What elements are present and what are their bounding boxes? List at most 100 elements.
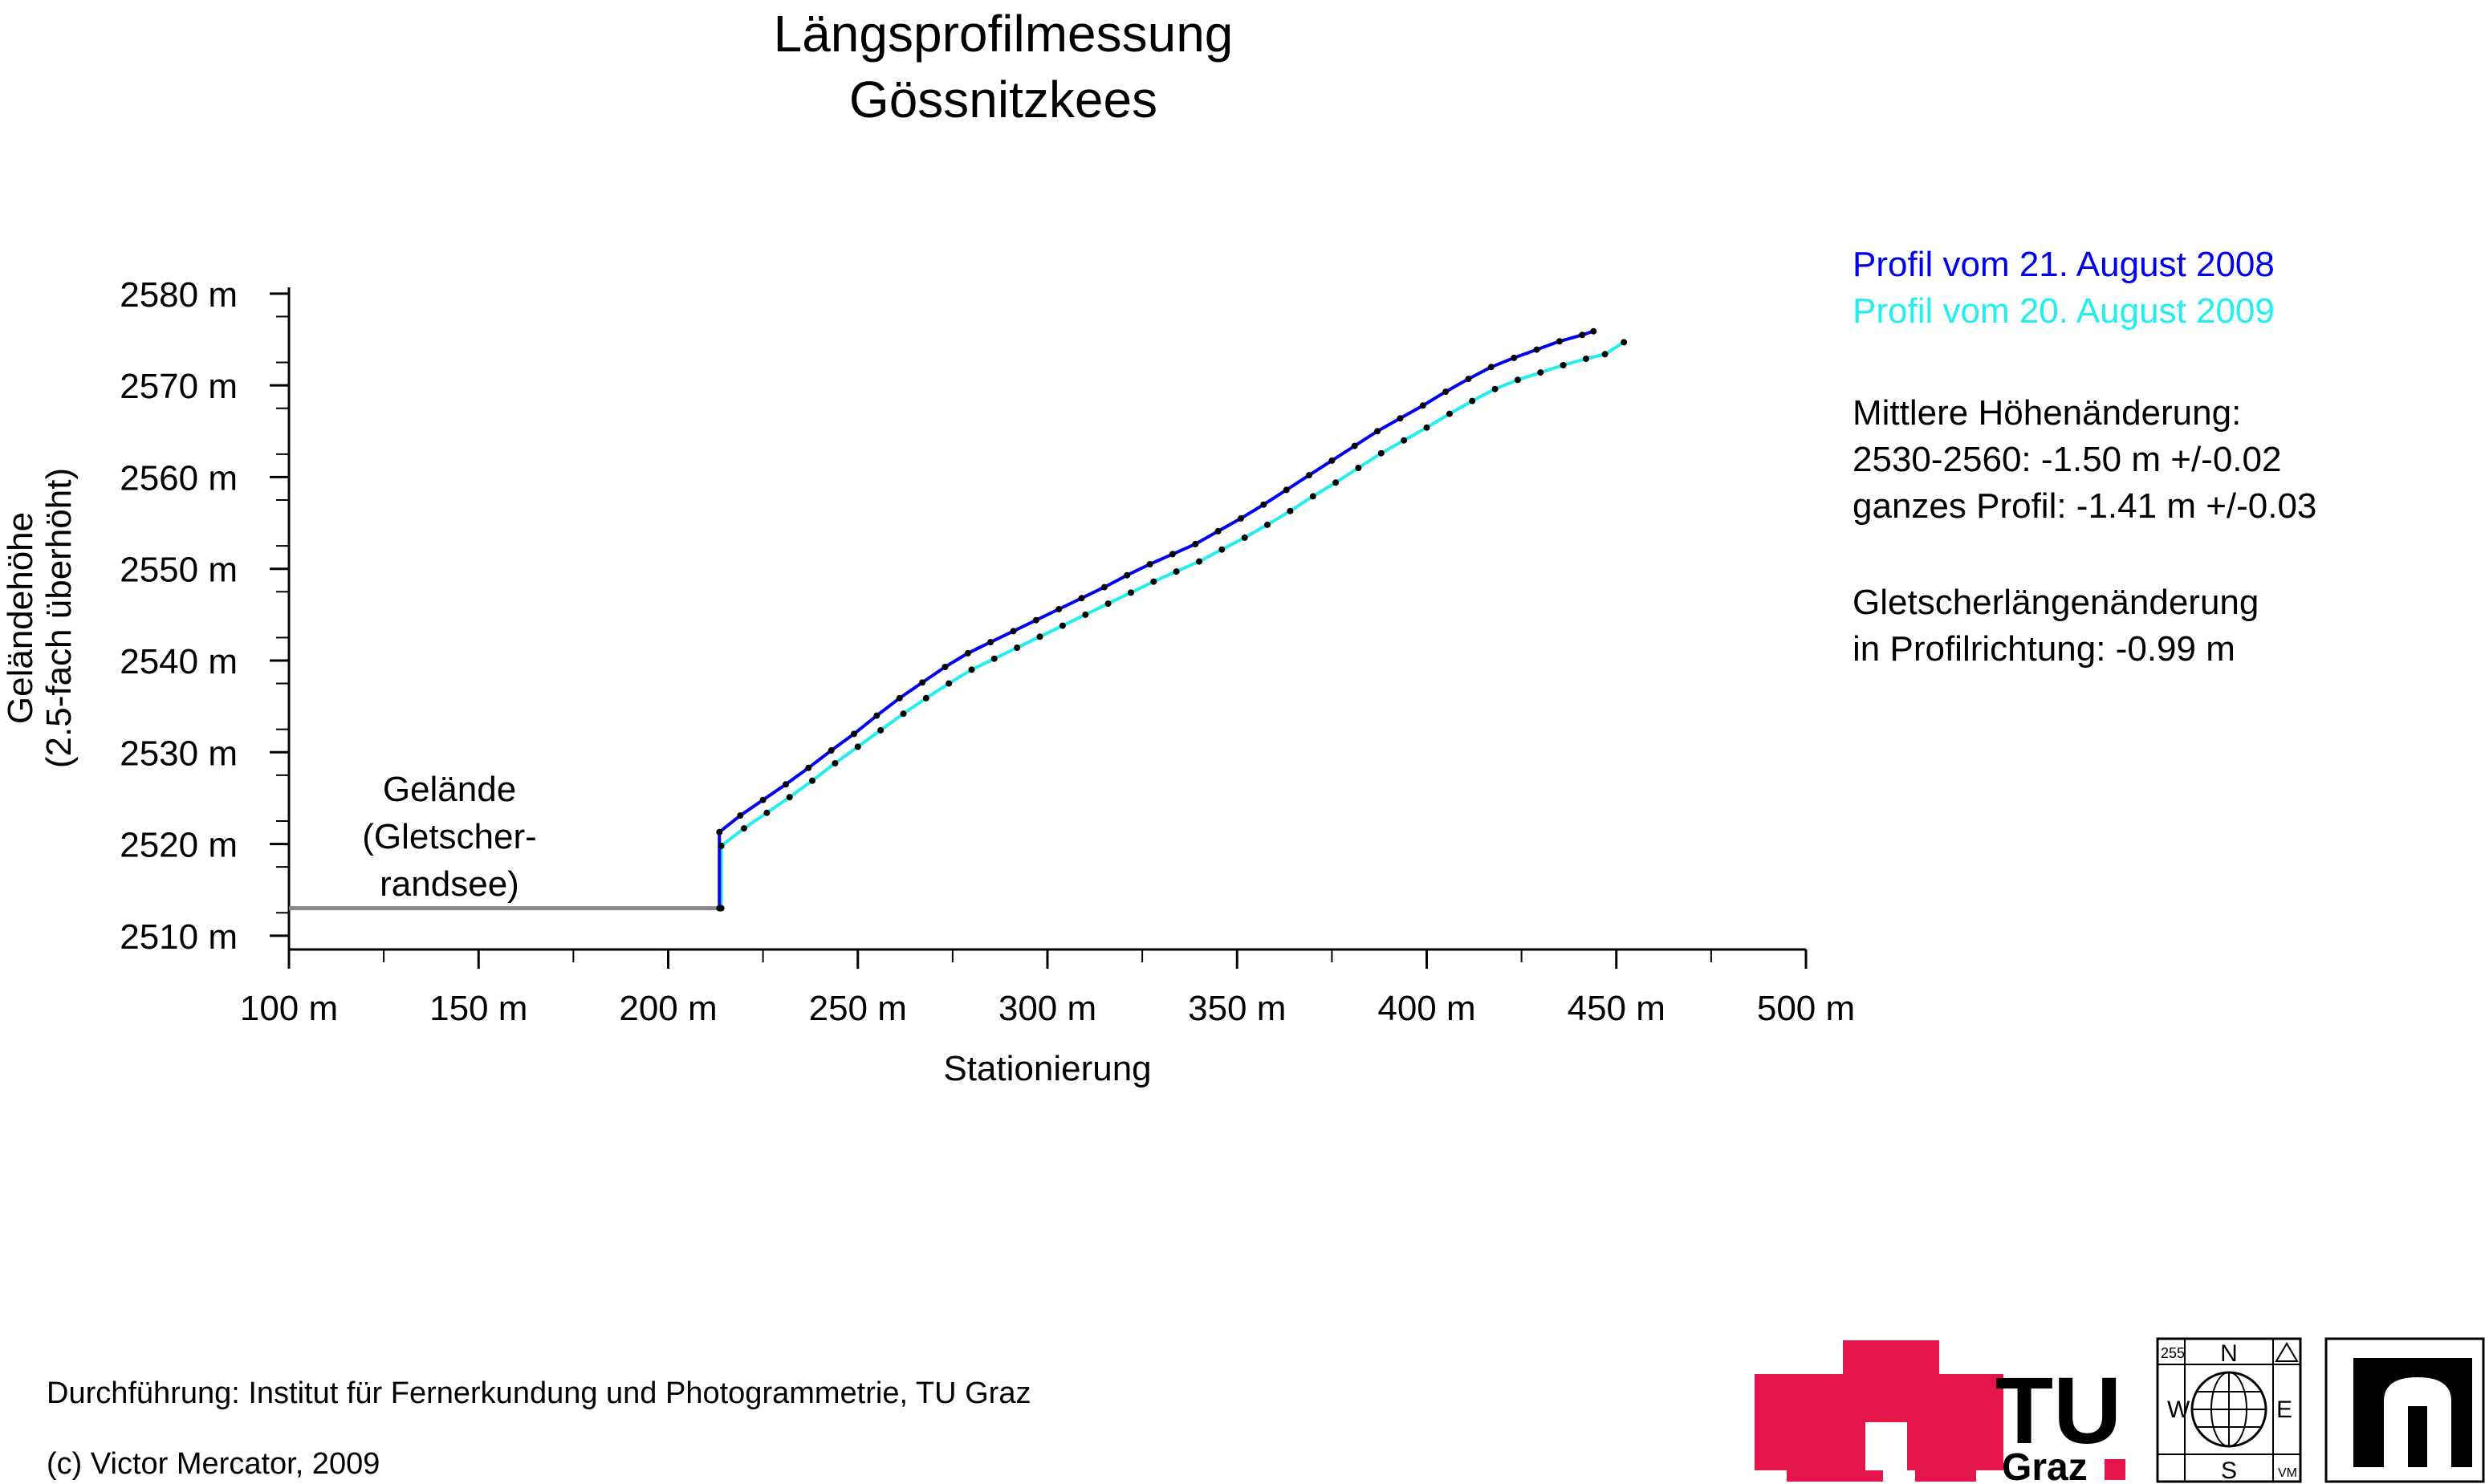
series-1-point [1036, 633, 1043, 640]
series-0-point [851, 730, 857, 738]
series-0-point [1328, 457, 1336, 464]
series-1-point [1332, 479, 1340, 486]
series-1-point [741, 825, 747, 832]
series-1-point [1287, 507, 1294, 514]
series-0-point [1374, 428, 1381, 435]
series-0-line [718, 329, 1595, 909]
series-1-point [1014, 644, 1021, 651]
series-1-point [1264, 521, 1271, 528]
x-axis-tick-labels: 100 m 150 m 200 m 250 m 300 m 350 m 400 m 450 m… [240, 989, 1855, 1028]
series-1-point [1491, 385, 1499, 392]
x-tick-label: 100 m [240, 989, 338, 1028]
series-1-point [1173, 568, 1180, 575]
series-0-point [873, 712, 881, 719]
series-layer [289, 327, 1628, 912]
series-0-point [1146, 561, 1153, 567]
x-tick-label: 150 m [429, 989, 527, 1028]
series-1-line [719, 340, 1625, 909]
series-0-point [783, 781, 789, 788]
series-0-point [1306, 472, 1312, 479]
series-1-point [1401, 437, 1408, 444]
series-0-point [964, 649, 971, 657]
y-axis-tick-labels: 2510 m 2520 m 2530 m 2540 m 2550 m 2560 m 2570… [120, 275, 238, 957]
tu-logo-text: TU [1995, 1358, 2121, 1464]
y-tick-label: 2510 m [120, 917, 238, 957]
y-tick-label: 2560 m [120, 458, 238, 498]
series-1-point [1583, 356, 1589, 362]
y-tick-label: 2530 m [120, 734, 238, 773]
series-1-point [1514, 376, 1521, 384]
series-0-point [1419, 402, 1426, 409]
x-tick-label: 250 m [809, 989, 907, 1028]
mean-change-heading: Mittlere Höhenänderung: [1853, 393, 2241, 433]
y-axis-title-line-2: (2.5-fach überhöht) [39, 468, 79, 768]
series-1-point [1150, 578, 1157, 585]
y-tick-label: 2580 m [120, 275, 238, 315]
x-tick-label: 400 m [1377, 989, 1475, 1028]
series-0-point [1169, 551, 1176, 558]
terrain-annotation-line-2: (Gletscher- [362, 817, 537, 856]
legend-item-2008: Profil vom 21. August 2008 [1853, 245, 2275, 284]
series-1-point [946, 680, 953, 687]
series-0-point [1078, 595, 1085, 602]
y-tick-label: 2550 m [120, 551, 238, 590]
x-tick-label: 350 m [1188, 989, 1286, 1028]
series-0-point [1238, 514, 1244, 522]
series-0-point [1397, 415, 1404, 422]
compass-west: W [2167, 1397, 2190, 1423]
series-0-point [1579, 331, 1586, 339]
series-1-point [1218, 546, 1226, 553]
series-1-point [1128, 589, 1134, 596]
series-1-point [1309, 493, 1316, 500]
series-1-point [1082, 611, 1089, 618]
compass-east: E [2276, 1397, 2292, 1423]
series-1-point [922, 694, 929, 701]
y-axis-title: Geländehöhe (2.5-fach überhöht) [1, 468, 79, 768]
series-1-point [718, 905, 725, 912]
series-1-point [1059, 622, 1066, 629]
graz-logo-text: Graz [2002, 1446, 2088, 1484]
series-0-point [1442, 388, 1450, 396]
length-change-heading: Gletscherlängenänderung [1853, 583, 2259, 622]
series-1-point [1601, 351, 1608, 358]
y-tick-label: 2520 m [120, 826, 238, 865]
series-0-point [1511, 354, 1518, 361]
terrain-annotation-line-3: randsee) [380, 864, 519, 904]
series-1-point [832, 760, 839, 766]
series-0-point [919, 679, 926, 686]
y-axis-title-line-1: Geländehöhe [1, 512, 40, 724]
series-0-point [1283, 486, 1290, 494]
footer-copyright: (c) Victor Mercator, 2009 [47, 1447, 380, 1481]
footer-execution: Durchführung: Institut für Fernerkundung… [47, 1376, 1031, 1410]
length-change-value: in Profilrichtung: -0.99 m [1853, 629, 2235, 669]
mean-change-full: ganzes Profil: -1.41 m +/-0.03 [1853, 486, 2316, 526]
arch-logo [2324, 1337, 2485, 1483]
series-1-point [1537, 369, 1544, 376]
series-1-point [1355, 465, 1362, 471]
chart-title-line-2: Gössnitzkees [849, 71, 1157, 128]
series-1-point [1377, 449, 1385, 457]
series-0-point [1124, 571, 1131, 579]
series-0-point [1055, 606, 1063, 612]
compass-north: N [2220, 1340, 2238, 1367]
compass-number: 255 [2161, 1345, 2185, 1361]
x-tick-label: 450 m [1568, 989, 1665, 1028]
series-1-point [990, 655, 998, 662]
series-0-point [1010, 628, 1017, 635]
series-0-point [1533, 346, 1540, 353]
tu-graz-logo-mark [1755, 1340, 2003, 1482]
compass-corner: VM [2278, 1466, 2297, 1480]
series-1-point [809, 777, 815, 784]
series-1-point [1241, 534, 1248, 541]
compass-logo: 255 N S W E VM [2156, 1337, 2302, 1484]
series-1-point [718, 842, 725, 849]
x-axis-title: Stationierung [943, 1049, 1151, 1088]
tu-graz-logo: TU Graz [1755, 1340, 2125, 1484]
series-0-point [1032, 616, 1039, 624]
series-0-point [1590, 327, 1597, 335]
series-0-point [1192, 540, 1199, 547]
y-tick-label: 2540 m [120, 642, 238, 681]
triangle-icon [2275, 1342, 2299, 1362]
series-1-point [1560, 362, 1567, 368]
